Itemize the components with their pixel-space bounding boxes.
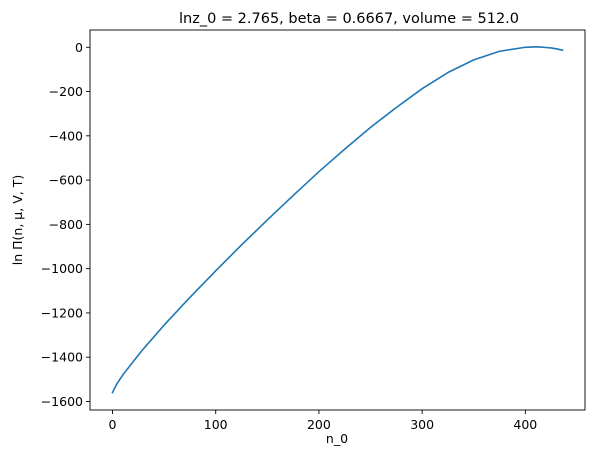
plot-area-frame bbox=[89, 29, 586, 411]
tick-layer: 0 100 200 300 400 0 −200 −400 −600 −800 −1000 −1200… bbox=[41, 40, 538, 432]
x-tick-label: 0 bbox=[109, 417, 117, 432]
y-tick-label: −400 bbox=[49, 128, 83, 143]
y-tick-label: −800 bbox=[49, 217, 83, 232]
series-layer bbox=[111, 46, 564, 394]
y-axis-label: ln Π(n, μ, V, T) bbox=[10, 175, 25, 265]
x-tick-label: 100 bbox=[204, 417, 228, 432]
y-tick-label: −1000 bbox=[41, 261, 83, 276]
y-tick-label: −1400 bbox=[41, 350, 83, 365]
y-tick-label: −200 bbox=[49, 84, 83, 99]
y-tick-label: 0 bbox=[75, 40, 83, 55]
x-axis-label: n_0 bbox=[326, 431, 348, 446]
y-tick-label: −1200 bbox=[41, 305, 83, 320]
x-tick-label: 300 bbox=[410, 417, 434, 432]
chart-title: lnz_0 = 2.765, beta = 0.6667, volume = 5… bbox=[179, 11, 519, 27]
y-tick-label: −600 bbox=[49, 173, 83, 188]
y-tick-label: −1600 bbox=[41, 394, 83, 409]
x-tick-label: 200 bbox=[307, 417, 331, 432]
series-line bbox=[111, 46, 564, 394]
x-tick-label: 400 bbox=[513, 417, 537, 432]
